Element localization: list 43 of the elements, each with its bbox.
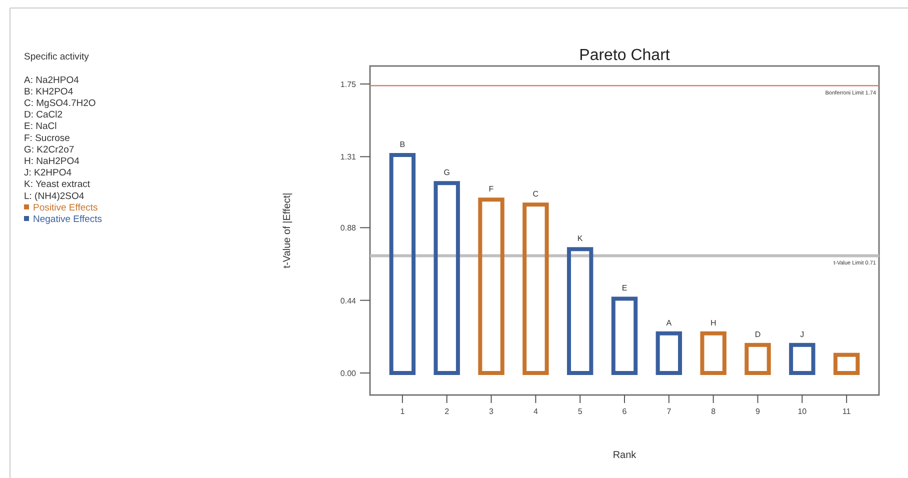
x-tick-label: 4 bbox=[533, 407, 538, 416]
y-axis-title: t-Value of |Effect| bbox=[282, 192, 293, 268]
text: L: (NH4)2SO4 bbox=[24, 190, 84, 202]
annotation: J bbox=[800, 330, 804, 339]
text: G: K2Cr2o7 bbox=[24, 144, 74, 156]
annotation: F bbox=[488, 184, 494, 194]
x-tick-label: 3 bbox=[489, 407, 494, 416]
legend-label: Positive Effects bbox=[33, 202, 98, 214]
annotation: G bbox=[444, 168, 450, 178]
x-tick-label: 9 bbox=[756, 407, 761, 416]
annotation: H bbox=[710, 318, 716, 328]
x-tick-label: 7 bbox=[666, 407, 672, 416]
annotation: K bbox=[577, 234, 584, 244]
text: B: KH2PO4 bbox=[24, 86, 74, 98]
text: K: Yeast extract bbox=[24, 179, 90, 190]
text: H: NaH2PO4 bbox=[24, 156, 80, 167]
legend-label: Negative Effects bbox=[33, 214, 102, 225]
text: E: NaCl bbox=[24, 121, 57, 132]
y-tick-label: 1.31 bbox=[340, 152, 357, 162]
annotation: E bbox=[622, 284, 628, 293]
text: Specific activity bbox=[24, 52, 90, 63]
text: A: Na2HPO4 bbox=[24, 74, 79, 86]
x-tick-label: 1 bbox=[400, 407, 406, 416]
x-tick-label: 8 bbox=[711, 407, 716, 416]
x-tick-label: 2 bbox=[444, 407, 450, 416]
x-tick-label: 5 bbox=[578, 407, 583, 416]
text: C: MgSO4.7H2O bbox=[24, 98, 96, 109]
annotation: D bbox=[754, 330, 761, 339]
y-tick-label: 0.00 bbox=[340, 369, 357, 378]
annotation: B bbox=[400, 140, 406, 150]
text: F: Sucrose bbox=[24, 132, 70, 144]
y-tick-label: 0.88 bbox=[340, 224, 357, 233]
text: J: K2HPO4 bbox=[24, 168, 72, 179]
x-tick-label: 11 bbox=[842, 407, 852, 416]
chart-title: Pareto Chart bbox=[579, 47, 670, 64]
x-axis-title: Rank bbox=[612, 450, 638, 461]
x-tick-label: 6 bbox=[622, 407, 628, 416]
y-tick-label: 0.44 bbox=[340, 296, 357, 306]
text: D: CaCl2 bbox=[24, 110, 63, 121]
x-tick-label: 10 bbox=[798, 407, 808, 416]
y-tick-label: 1.75 bbox=[340, 80, 357, 89]
annotation: A bbox=[666, 318, 672, 328]
annotation: C bbox=[532, 190, 539, 199]
